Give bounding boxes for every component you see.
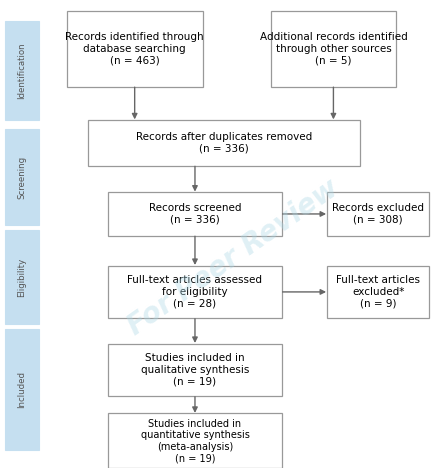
FancyBboxPatch shape <box>108 344 282 396</box>
FancyBboxPatch shape <box>108 413 282 468</box>
FancyBboxPatch shape <box>108 265 282 318</box>
Text: Additional records identified
through other sources
(n = 5): Additional records identified through ot… <box>259 32 407 66</box>
Text: Screening: Screening <box>17 156 26 199</box>
Text: Eligibility: Eligibility <box>17 257 26 297</box>
FancyBboxPatch shape <box>67 11 203 87</box>
FancyBboxPatch shape <box>5 230 39 324</box>
Text: For Peer Review: For Peer Review <box>122 174 344 341</box>
FancyBboxPatch shape <box>327 192 430 236</box>
Text: Full-text articles
excluded*
(n = 9): Full-text articles excluded* (n = 9) <box>336 275 420 308</box>
FancyBboxPatch shape <box>108 192 282 236</box>
FancyBboxPatch shape <box>5 329 39 450</box>
Text: Records identified through
database searching
(n = 463): Records identified through database sear… <box>65 32 204 66</box>
Text: Records screened
(n = 336): Records screened (n = 336) <box>149 203 241 225</box>
Text: Included: Included <box>17 371 26 408</box>
Text: Studies included in
quantitative synthesis
(meta-analysis)
(n = 19): Studies included in quantitative synthes… <box>141 418 250 463</box>
FancyBboxPatch shape <box>5 129 39 226</box>
FancyBboxPatch shape <box>5 22 39 120</box>
Text: Identification: Identification <box>17 42 26 99</box>
Text: Full-text articles assessed
for eligibility
(n = 28): Full-text articles assessed for eligibil… <box>128 275 263 308</box>
Text: Studies included in
qualitative synthesis
(n = 19): Studies included in qualitative synthesi… <box>141 353 249 387</box>
FancyBboxPatch shape <box>271 11 396 87</box>
FancyBboxPatch shape <box>327 265 430 318</box>
Text: Records excluded
(n = 308): Records excluded (n = 308) <box>332 203 424 225</box>
Text: Records after duplicates removed
(n = 336): Records after duplicates removed (n = 33… <box>136 132 312 154</box>
FancyBboxPatch shape <box>88 120 360 166</box>
